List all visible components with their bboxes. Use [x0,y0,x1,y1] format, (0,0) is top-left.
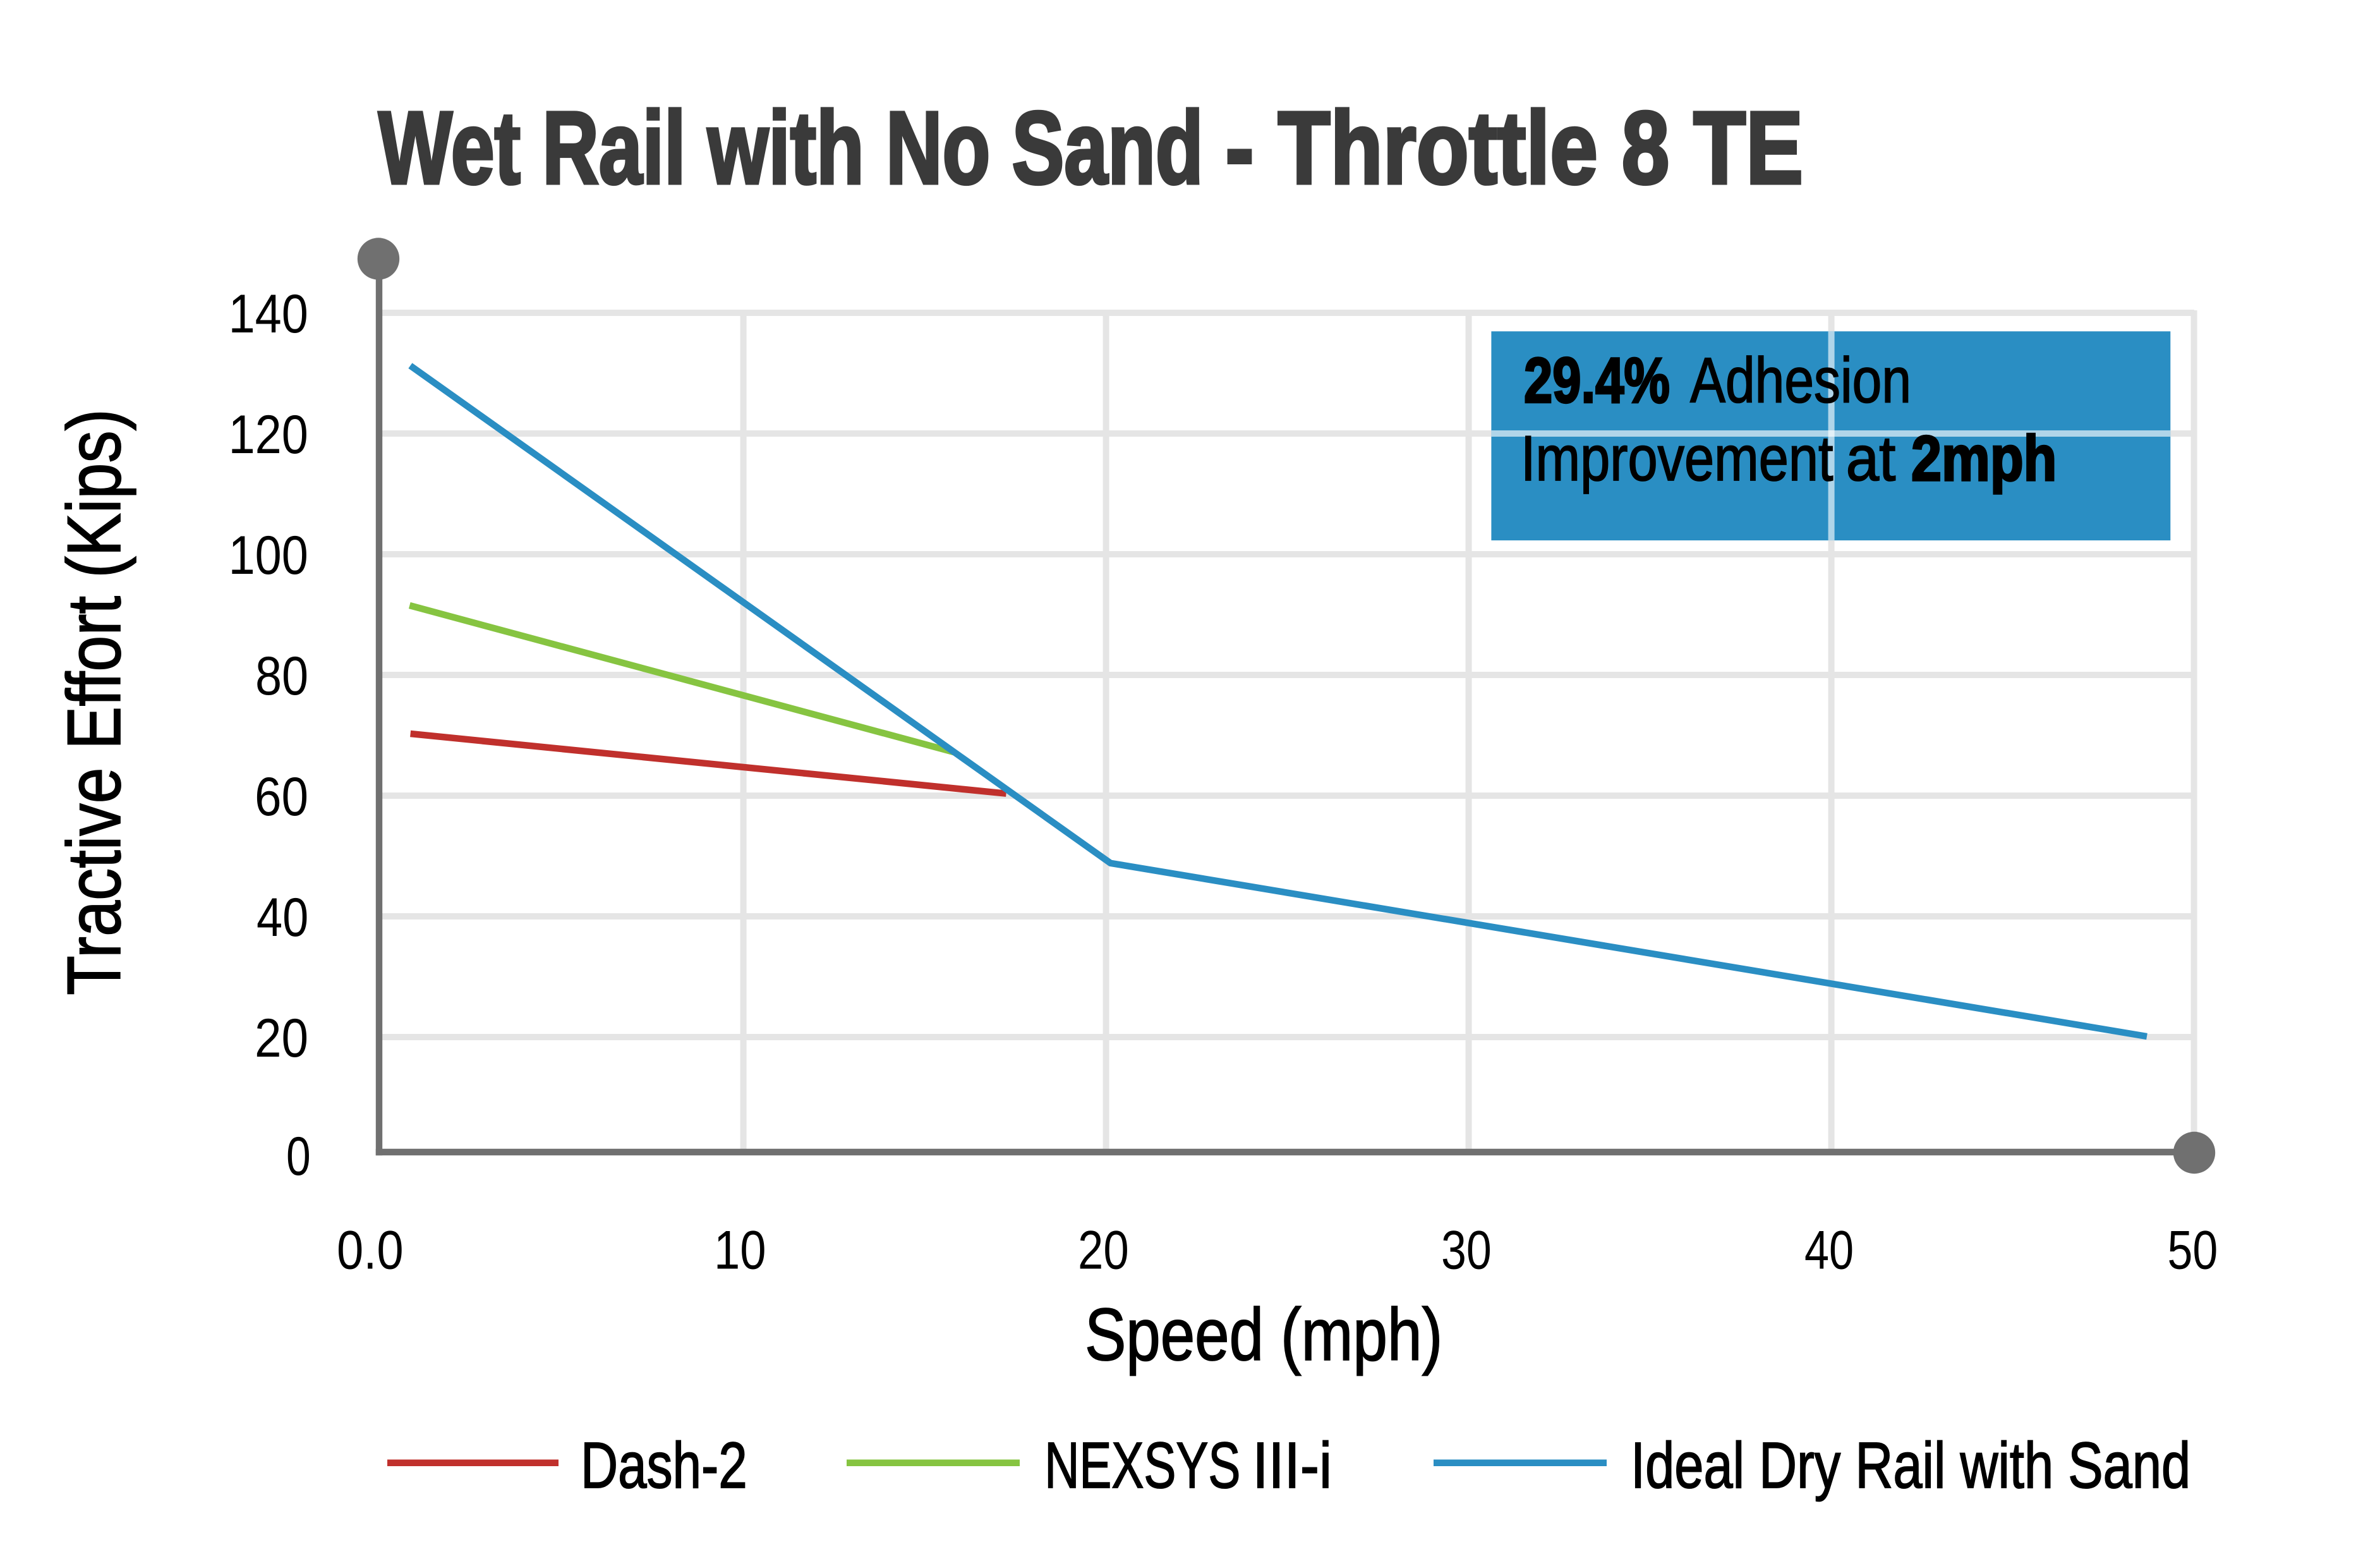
svg-text:(mph): (mph) [1281,1293,1442,1376]
svg-text:29.4%: 29.4% [1524,345,1670,416]
svg-text:30: 30 [1441,1219,1492,1280]
svg-text:140: 140 [229,284,308,345]
svg-text:Speed: Speed [1085,1293,1264,1376]
svg-text:0: 0 [286,1126,311,1187]
svg-text:at: at [1846,422,1896,494]
svg-text:Adhesion: Adhesion [1690,344,1911,416]
svg-text:NEXSYS: NEXSYS [1044,1430,1240,1502]
svg-text:- Throttle 8 TE: - Throttle 8 TE [1225,90,1803,205]
svg-text:120: 120 [229,405,308,466]
svg-text:Ideal Dry Rail with Sand: Ideal Dry Rail with Sand [1631,1428,2190,1502]
svg-text:20: 20 [1078,1220,1129,1280]
svg-text:Improvement: Improvement [1521,423,1833,494]
svg-text:60: 60 [255,767,308,827]
svg-text:20: 20 [255,1008,308,1069]
svg-text:10: 10 [714,1220,766,1280]
svg-text:Tractive Effort (Kips): Tractive Effort (Kips) [51,409,136,995]
svg-text:0.0: 0.0 [337,1220,404,1280]
svg-text:III-i: III-i [1252,1429,1332,1502]
svg-text:Wet Rail with No Sand: Wet Rail with No Sand [378,90,1204,205]
svg-text:50: 50 [2168,1219,2218,1280]
svg-text:80: 80 [255,647,308,707]
svg-text:40: 40 [1804,1220,1854,1280]
svg-text:40: 40 [257,887,308,947]
svg-text:2mph: 2mph [1911,423,2057,494]
svg-text:100: 100 [229,526,308,586]
svg-text:Dash-2: Dash-2 [581,1429,747,1502]
